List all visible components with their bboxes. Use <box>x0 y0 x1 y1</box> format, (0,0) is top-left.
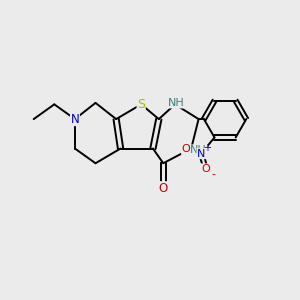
Text: N: N <box>70 112 79 126</box>
Text: N: N <box>197 148 206 159</box>
Text: +: + <box>203 143 211 153</box>
Text: NH: NH <box>168 98 185 108</box>
Text: S: S <box>137 98 145 111</box>
Text: NH: NH <box>190 145 207 155</box>
Text: O: O <box>201 164 210 174</box>
Text: -: - <box>211 169 215 179</box>
Text: O: O <box>159 182 168 195</box>
Text: O: O <box>182 144 190 154</box>
